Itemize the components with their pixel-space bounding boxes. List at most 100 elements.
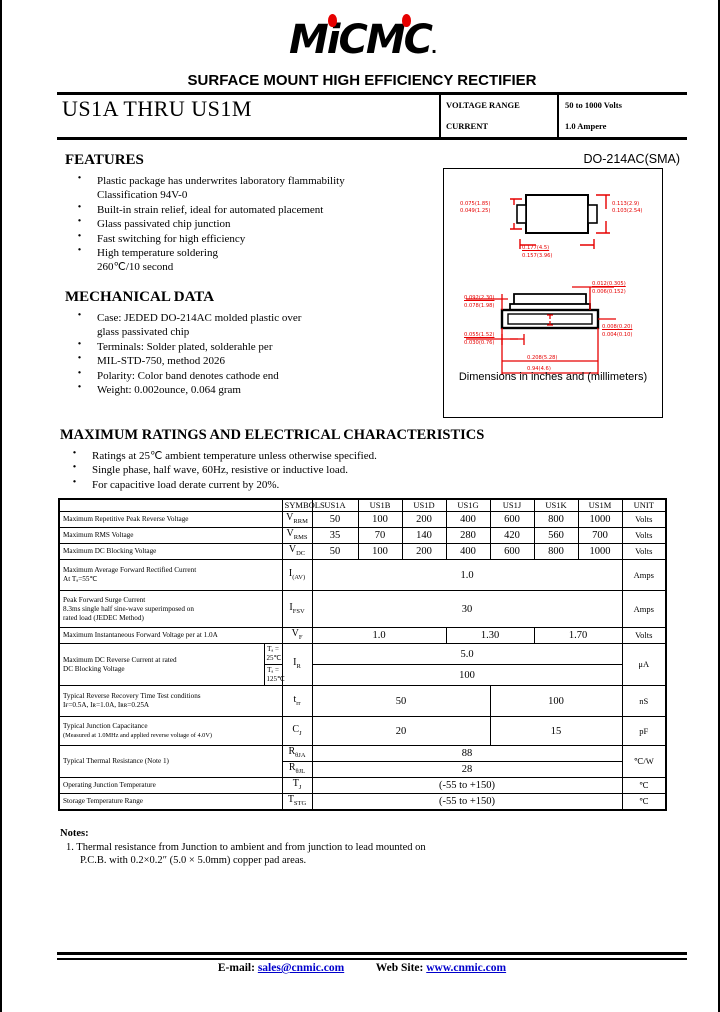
- spec-divider-left: [439, 95, 441, 137]
- row-symbol: VRRM: [281, 511, 313, 528]
- row-unit: ℃: [621, 793, 668, 811]
- current-value: 1.0 Ampere: [565, 121, 607, 131]
- row-symbol: I(AV): [281, 559, 313, 591]
- row-symbol: VRMS: [281, 527, 313, 544]
- row-condition-2: Tₐ = 125℃: [263, 664, 285, 686]
- table-header-symbols: SYMBOLS: [281, 498, 325, 512]
- table-row: Maximum Instantaneous Forward Voltage pe…: [57, 627, 703, 644]
- list-item: Ratings at 25℃ ambient temperature unles…: [62, 446, 462, 463]
- row-desc-line2: Iғ=0.5A, Iʀ=1.0A, Iʀʀ=0.25A: [63, 701, 150, 709]
- row-value-merged: 1.0: [311, 559, 623, 591]
- current-label: CURRENT: [446, 121, 489, 131]
- list-item: Glass passivated chip junction: [65, 214, 415, 231]
- package-side-view-icon: [466, 286, 616, 375]
- email-link[interactable]: sales@cnmic.com: [257, 962, 345, 974]
- table-header-us1g: US1G: [445, 498, 491, 512]
- list-item: Terminals: Solder plated, solderahle per: [65, 337, 415, 354]
- row-unit: pF: [621, 716, 668, 746]
- dim-top-bottom-a: 0.177(4.5): [522, 245, 550, 251]
- row-desc-line1: Maximum DC Reverse Current at rated: [63, 655, 177, 664]
- list-item: Case: JEDED DO-214AC molded plastic over: [65, 308, 415, 325]
- row-unit: Volts: [621, 511, 668, 528]
- table-row: Maximum DC Reverse Current at rated DC B…: [58, 643, 703, 686]
- row-symbol: TJ: [281, 777, 313, 794]
- dim-mid-right-upper-a: 0.012(0.305): [592, 281, 626, 287]
- list-item: Fast switching for high efficiency: [65, 229, 415, 246]
- row-symbol: VDC: [281, 543, 313, 560]
- row-value-group: 1.30: [445, 627, 535, 644]
- row-unit: Amps: [621, 559, 668, 591]
- row-desc-line2: At Tₐ=55℃: [63, 575, 98, 583]
- row-value-group: 1.0: [311, 627, 447, 644]
- logo-period: .: [430, 38, 437, 57]
- row-value: 200: [401, 511, 447, 528]
- row-value: 100: [357, 511, 403, 528]
- table-header-us1k: US1K: [533, 498, 579, 512]
- mechanical-data-list: Case: JEDED DO-214AC molded plastic over…: [65, 308, 415, 397]
- row-value-2: 100: [489, 685, 623, 717]
- row-symbol: trr: [281, 685, 313, 717]
- list-item: Classification 94V-0: [97, 189, 188, 202]
- row-unit: Volts: [621, 627, 668, 644]
- list-item: Polarity: Color band denotes cathode end: [65, 366, 415, 383]
- table-row: Maximum Repetitive Peak Reverse Voltage …: [57, 511, 703, 528]
- table-row: Operating Junction Temperature TJ (-55 t…: [57, 777, 703, 794]
- notes-heading: Notes:: [60, 828, 89, 839]
- logo-dot-1-icon: [327, 14, 337, 27]
- row-desc-line2: 8.3ms single half sine-wave superimposed…: [63, 604, 194, 613]
- row-desc: Maximum Average Forward Rectified Curren…: [57, 559, 283, 591]
- voltage-range-label: VOLTAGE RANGE: [446, 100, 520, 110]
- dim-bottom-b: 0.94(4.6): [527, 366, 551, 372]
- row-desc: Storage Temperature Range: [57, 793, 283, 811]
- dim-top-left-b: 0.049(1.25): [460, 208, 491, 214]
- note-line-2: P.C.B. with 0.2×0.2″ (5.0 × 5.0mm) coppe…: [80, 855, 307, 866]
- list-item: Single phase, half wave, 60Hz, resistive…: [62, 460, 462, 477]
- row-value-2: 100: [311, 664, 623, 686]
- notes-section: Notes: 1. Thermal resistance from Juncti…: [60, 827, 620, 868]
- dim-top-bottom-b: 0.157(3.96): [522, 253, 553, 259]
- row-value: 800: [533, 511, 579, 528]
- package-name: DO-214AC(SMA): [583, 152, 680, 166]
- table-header-unit: UNIT: [621, 498, 668, 512]
- row-desc: Operating Junction Temperature: [57, 777, 283, 794]
- row-desc: Peak Forward Surge Current 8.3ms single …: [57, 590, 283, 628]
- table-row: Typical Thermal Resistance (Note 1) RθJA…: [57, 745, 703, 778]
- table-row: Maximum RMS Voltage VRMS 35 70 140 280 4…: [57, 527, 703, 544]
- list-item: Plastic package has underwrites laborato…: [65, 171, 415, 188]
- row-desc: Maximum RMS Voltage: [57, 527, 283, 544]
- row-desc-line1: Typical Junction Capacitance: [63, 722, 148, 730]
- row-desc-line2: (Measured at 1.0MHz and applied reverse …: [63, 732, 212, 739]
- logo-word-1: MiC: [288, 17, 368, 63]
- table-header-us1m: US1M: [577, 498, 623, 512]
- logo-dot-2-icon: [401, 14, 411, 27]
- row-condition-1: Tₐ = 25℃: [263, 643, 283, 665]
- package-drawing: 0.075(1.85) 0.049(1.25) 0.113(2.9) 0.103…: [443, 168, 663, 418]
- row-value: 50: [311, 511, 359, 528]
- row-desc-line3: rated load (JEDEC Method): [63, 613, 144, 622]
- row-value: 70: [357, 527, 403, 544]
- spec-divider-mid: [557, 95, 559, 137]
- row-desc: Maximum DC Blocking Voltage: [57, 543, 283, 560]
- row-value: 200: [401, 543, 447, 560]
- header-rule-top: [57, 92, 687, 95]
- row-unit: ℃: [621, 777, 668, 794]
- row-value: 1000: [577, 543, 623, 560]
- website-label: Web Site:: [375, 962, 424, 974]
- spec-summary-box: VOLTAGE RANGE 50 to 1000 Volts CURRENT 1…: [439, 95, 687, 137]
- dim-top-right-a: 0.113(2.9): [612, 201, 640, 207]
- row-desc: Typical Thermal Resistance (Note 1): [57, 745, 283, 778]
- row-value-group: 1.70: [533, 627, 623, 644]
- row-value: (-55 to +150): [311, 777, 623, 794]
- row-value: 420: [489, 527, 535, 544]
- row-symbol-1: RθJA: [281, 745, 313, 762]
- dim-mid-right-upper-b: 0.006(0.152): [592, 289, 626, 295]
- table-header-row: SYMBOLS US1A US1B US1D US1G US1J US1K US…: [57, 498, 703, 512]
- row-unit: ℃/W: [621, 745, 668, 778]
- page-subtitle: SURFACE MOUNT HIGH EFFICIENCY RECTIFIER: [187, 72, 537, 89]
- row-value: 600: [489, 543, 535, 560]
- electrical-characteristics-table: SYMBOLS US1A US1B US1D US1G US1J US1K US…: [57, 498, 704, 811]
- website-link[interactable]: www.cnmic.com: [426, 962, 507, 974]
- row-desc: Typical Reverse Recovery Time Test condi…: [57, 685, 283, 717]
- dim-mid-left-lower-a: 0.055(1.52): [464, 332, 495, 338]
- row-value: 35: [311, 527, 359, 544]
